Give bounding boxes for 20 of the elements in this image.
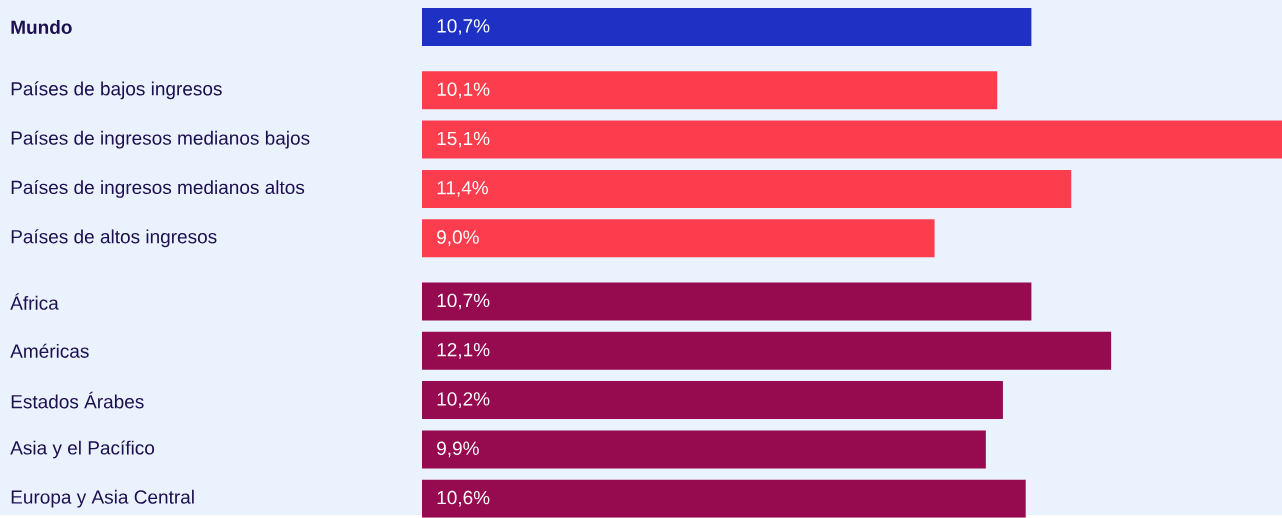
data-label: 15,1% [437,131,490,148]
y-tick-label: Américas [10,343,89,359]
y-tick-label: Países de ingresos medianos altos [11,180,305,199]
data-label: 10,1% [437,82,490,99]
data-label: 10,2% [437,392,490,409]
data-label: 12,1% [437,343,490,359]
data-label: 10,7% [437,19,490,35]
data-label: 10,6% [437,491,490,507]
data-label: 10,7% [437,293,490,310]
data-label: 9,0% [437,230,479,247]
data-label: 9,9% [437,441,479,458]
y-tick-label: Mundo [11,20,72,35]
y-tick-label: Europa y Asia Central [11,489,194,508]
y-tick-label: Países de altos ingresos [11,229,217,248]
y-tick-label: Estados Árabes [11,391,144,409]
y-tick-label: África [10,293,59,310]
y-tick-label: Países de bajos ingresos [11,81,222,100]
y-tick-label: Países de ingresos medianos bajos [11,130,310,149]
data-label: 11,4% [437,181,488,197]
y-tick-label: Asia y el Pacífico [10,440,155,459]
